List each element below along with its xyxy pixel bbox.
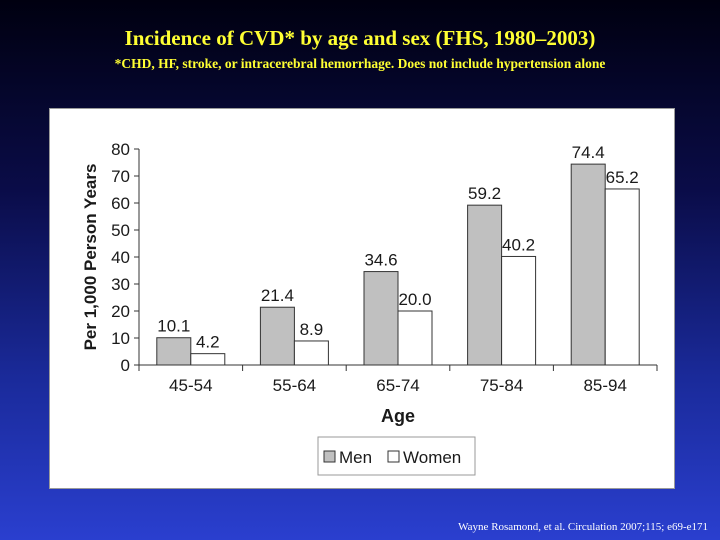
data-label-women: 8.9	[300, 320, 324, 339]
bar-women	[293, 340, 329, 366]
data-label-women: 40.2	[502, 235, 535, 254]
x-tick-label: 75-84	[480, 376, 523, 395]
bar-men	[259, 306, 295, 366]
data-label-women: 65.2	[606, 168, 639, 187]
y-tick-label: 70	[111, 167, 130, 186]
bar-women	[397, 310, 433, 366]
bar-men	[156, 337, 192, 366]
bar-men	[570, 163, 606, 366]
y-tick-label: 50	[111, 221, 130, 240]
chart-data-labels: 10.1 4.2 21.4 8.9 34.6 20.0 59.2 40.2 74.465.2	[157, 143, 638, 352]
y-tick-label: 80	[111, 140, 130, 159]
bar-women	[501, 255, 537, 366]
x-tick-label: 55-64	[273, 376, 316, 395]
data-label-men: 34.6	[364, 251, 397, 270]
chart-legend: Men Women	[317, 436, 476, 476]
data-label-women: 4.2	[196, 333, 220, 352]
y-tick-label: 40	[111, 248, 130, 267]
legend-swatch-men	[323, 450, 336, 463]
bar-chart: 0 10 20 30 40 50 60 70 80 45-54 55-64 65-74 75-84 85-…	[81, 140, 658, 476]
x-axis-label: Age	[381, 406, 415, 426]
bar-women	[190, 353, 226, 366]
y-axis-label: Per 1,000 Person Years	[81, 164, 100, 351]
bar-women	[604, 188, 640, 366]
slide-title: Incidence of CVD* by age and sex (FHS, 1…	[124, 26, 596, 50]
slide-subtitle: *CHD, HF, stroke, or intracerebral hemor…	[114, 56, 606, 71]
legend-swatch-women	[387, 450, 400, 463]
x-tick-label: 85-94	[583, 376, 626, 395]
data-label-women: 20.0	[398, 290, 431, 309]
bar-men	[467, 204, 503, 366]
y-tick-label: 30	[111, 275, 130, 294]
data-label-men: 21.4	[261, 286, 294, 305]
chart-axes: 0 10 20 30 40 50 60 70 80 45-54 55-64 65-74 75-84 85-…	[111, 140, 658, 395]
y-tick-label: 60	[111, 194, 130, 213]
data-label-men: 59.2	[468, 184, 501, 203]
data-label-men: 10.1	[157, 317, 190, 336]
y-tick-label: 0	[121, 356, 130, 375]
bar-men	[363, 271, 399, 366]
y-tick-label: 20	[111, 302, 130, 321]
legend-label-women: Women	[403, 448, 461, 467]
legend-label-men: Men	[339, 448, 372, 467]
chart-panel: 0 10 20 30 40 50 60 70 80 45-54 55-64 65-74 75-84 85-…	[49, 108, 675, 489]
chart-bars	[156, 163, 640, 366]
citation: Wayne Rosamond, et al. Circulation 2007;…	[458, 521, 708, 533]
x-tick-label: 65-74	[376, 376, 419, 395]
data-label-men: 74.4	[572, 143, 605, 162]
y-tick-label: 10	[111, 329, 130, 348]
x-tick-label: 45-54	[169, 376, 212, 395]
